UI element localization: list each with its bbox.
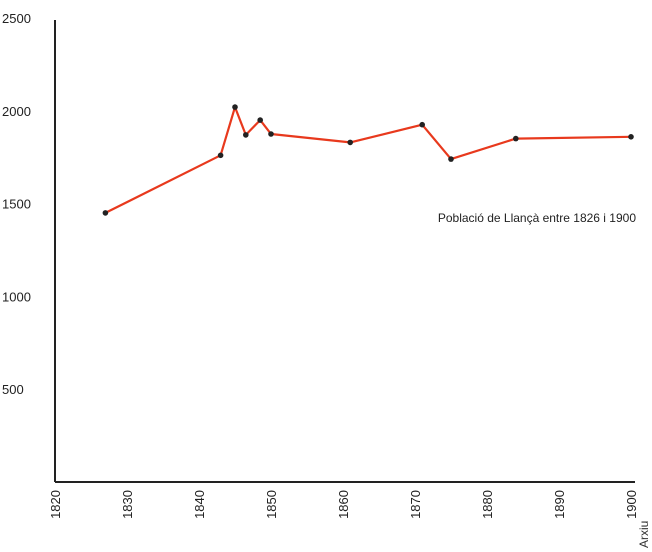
data-point [243, 132, 249, 138]
data-point [419, 121, 426, 128]
credit-label: Arxiu [637, 521, 651, 548]
data-point [347, 139, 354, 146]
y-tick-label: 1500 [2, 197, 31, 212]
x-tick-label: 1870 [408, 490, 423, 519]
data-points [102, 104, 634, 216]
series-line [104, 105, 632, 214]
data-point [628, 134, 634, 140]
data-point [232, 104, 238, 110]
data-point [217, 152, 224, 159]
chart-annotation: Població de Llançà entre 1826 i 1900 [438, 211, 636, 225]
x-tick-labels: 1820 1830 1840 1850 1860 1870 1880 1890 1900 [48, 490, 639, 519]
data-point [268, 131, 274, 137]
y-tick-label: 500 [2, 382, 24, 397]
data-point [257, 117, 264, 123]
x-tick-label: 1820 [48, 490, 63, 519]
x-tick-label: 1850 [264, 490, 279, 519]
x-tick-label: 1890 [552, 490, 567, 519]
x-tick-label: 1840 [192, 490, 207, 519]
x-tick-label: 1900 [624, 490, 639, 519]
x-tick-label: 1860 [336, 490, 351, 519]
y-tick-labels: 500 1000 1500 2000 2500 [2, 11, 31, 397]
data-point [102, 210, 109, 216]
series [104, 105, 632, 214]
x-tick-label: 1830 [120, 490, 135, 519]
y-tick-label: 1000 [2, 289, 31, 304]
x-tick-label: 1880 [480, 490, 495, 519]
data-point [513, 135, 519, 142]
y-tick-label: 2000 [2, 104, 31, 119]
y-tick-label: 2500 [2, 11, 31, 26]
data-point [448, 156, 454, 162]
